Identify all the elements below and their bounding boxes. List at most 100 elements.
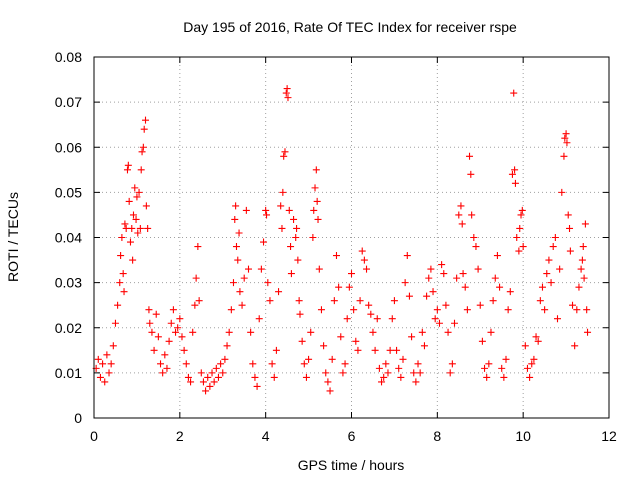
data-point xyxy=(133,193,141,201)
data-point xyxy=(418,328,426,336)
data-point xyxy=(126,238,134,246)
x-tick-label: 8 xyxy=(433,428,441,444)
data-point xyxy=(234,256,242,264)
data-point xyxy=(96,373,104,381)
data-point xyxy=(298,337,306,345)
data-point xyxy=(105,369,113,377)
data-point xyxy=(251,373,259,381)
data-point xyxy=(313,197,321,205)
axis-ticks xyxy=(93,56,610,419)
data-point xyxy=(549,243,557,251)
data-point xyxy=(500,373,508,381)
data-point xyxy=(300,360,308,368)
data-point xyxy=(103,351,111,359)
data-point xyxy=(317,306,325,314)
data-point xyxy=(279,188,287,196)
data-point xyxy=(345,283,353,291)
data-point xyxy=(551,234,559,241)
data-point xyxy=(124,161,132,169)
data-point xyxy=(287,270,295,278)
data-point xyxy=(518,206,526,214)
data-point xyxy=(502,355,510,363)
data-point xyxy=(425,274,433,282)
data-point xyxy=(312,166,320,174)
data-point xyxy=(386,346,394,354)
data-point xyxy=(481,364,489,372)
data-point xyxy=(174,324,182,332)
data-point xyxy=(144,224,152,232)
data-point xyxy=(530,355,538,363)
data-point xyxy=(579,243,587,251)
data-point xyxy=(466,152,474,160)
data-point xyxy=(182,360,190,368)
data-point xyxy=(478,337,486,345)
data-point xyxy=(510,89,518,97)
data-point xyxy=(262,206,270,214)
data-point xyxy=(210,378,218,386)
data-point xyxy=(270,373,278,381)
y-tick-label: 0.01 xyxy=(55,365,82,381)
data-point xyxy=(263,211,271,219)
data-point xyxy=(339,369,347,377)
data-point xyxy=(268,360,276,368)
data-point xyxy=(324,378,332,386)
data-point xyxy=(180,346,188,354)
data-point xyxy=(255,315,263,323)
data-point xyxy=(136,224,144,232)
data-point xyxy=(229,279,237,287)
data-point xyxy=(245,265,252,273)
data-point xyxy=(562,130,570,138)
data-point xyxy=(309,234,317,241)
data-point xyxy=(517,211,525,219)
data-point xyxy=(142,116,149,124)
y-tick-label: 0.08 xyxy=(55,49,82,65)
data-point xyxy=(440,270,448,278)
data-point xyxy=(511,166,519,174)
data-point xyxy=(116,279,124,287)
data-point xyxy=(416,369,424,377)
data-point xyxy=(240,274,248,282)
data-point xyxy=(489,297,497,305)
data-point xyxy=(284,94,292,102)
data-point xyxy=(117,252,125,260)
data-point xyxy=(463,306,471,314)
data-point xyxy=(515,247,523,255)
data-point xyxy=(189,328,197,336)
data-point xyxy=(225,328,233,336)
data-point xyxy=(388,315,396,323)
data-point xyxy=(563,139,571,147)
data-point xyxy=(310,206,318,214)
data-point xyxy=(293,224,301,232)
data-point xyxy=(352,337,360,345)
data-point xyxy=(341,360,349,368)
data-points xyxy=(92,85,592,395)
data-point xyxy=(235,229,243,237)
data-point xyxy=(322,369,330,377)
data-point xyxy=(528,360,536,368)
data-point xyxy=(167,319,175,327)
data-point xyxy=(120,288,128,296)
data-point xyxy=(350,306,358,314)
data-point xyxy=(448,360,456,368)
data-point xyxy=(236,288,244,296)
data-point xyxy=(504,306,512,314)
data-point xyxy=(560,152,568,160)
data-point xyxy=(161,351,169,359)
data-point xyxy=(217,360,225,368)
data-point xyxy=(137,166,145,174)
data-point xyxy=(420,342,428,350)
data-point xyxy=(405,292,413,300)
data-point xyxy=(194,243,202,251)
data-point xyxy=(423,292,431,300)
data-point xyxy=(99,360,107,368)
data-point xyxy=(165,337,173,345)
data-point xyxy=(281,148,289,156)
data-point xyxy=(395,364,403,372)
data-point xyxy=(253,382,261,390)
data-point xyxy=(280,152,288,160)
data-point xyxy=(129,211,137,219)
x-tick-label: 4 xyxy=(262,428,270,444)
data-point xyxy=(371,346,379,354)
data-point xyxy=(521,342,529,350)
data-point xyxy=(511,179,519,187)
